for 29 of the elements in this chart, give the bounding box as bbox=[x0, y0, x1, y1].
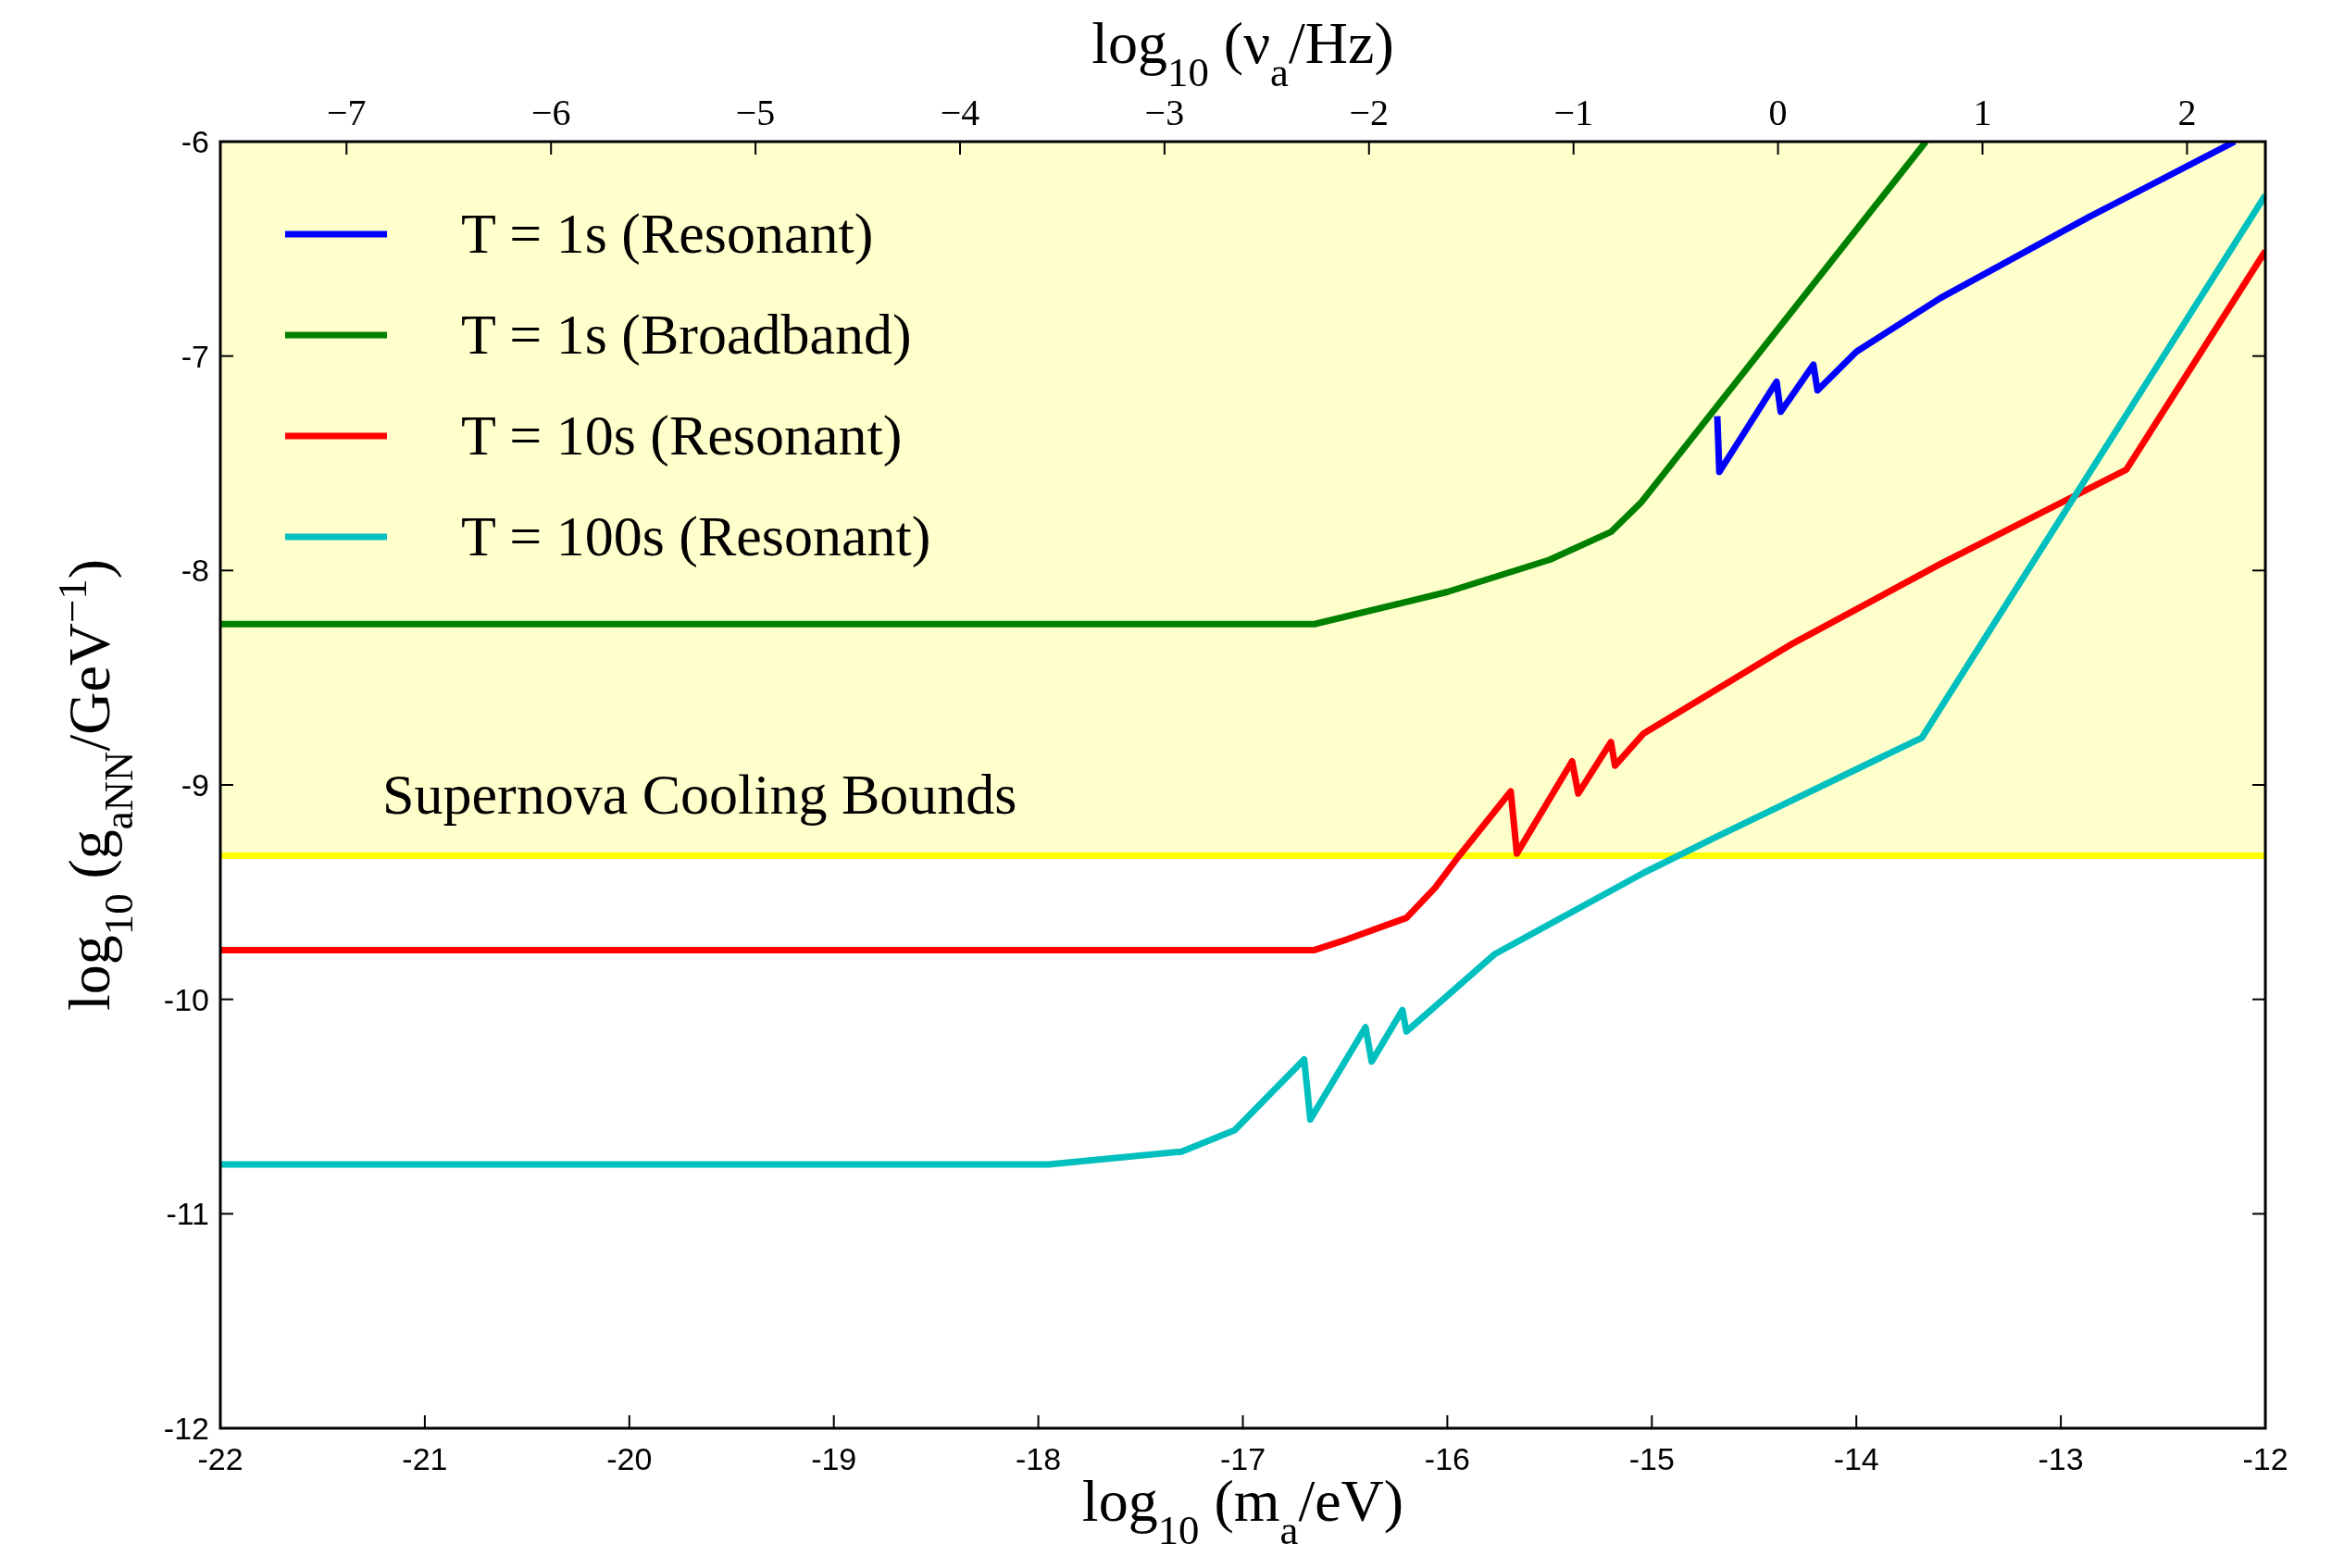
x2-tick-label: 0 bbox=[1768, 92, 1788, 133]
x2-tick-label: −1 bbox=[1553, 92, 1593, 133]
x-tick-label: -13 bbox=[2038, 1441, 2084, 1476]
x-tick-label: -14 bbox=[1833, 1441, 1879, 1476]
legend-label: T = 10s (Resonant) bbox=[461, 404, 903, 467]
y-tick-label: -10 bbox=[163, 981, 209, 1017]
x-tick-label: -21 bbox=[402, 1441, 448, 1476]
x-tick-label: -18 bbox=[1016, 1441, 1062, 1476]
legend-label: T = 100s (Resonant) bbox=[461, 504, 931, 568]
legend-label: T = 1s (Broadband) bbox=[461, 303, 912, 367]
x-tick-label: -12 bbox=[2242, 1441, 2288, 1476]
x2-tick-label: −7 bbox=[327, 92, 367, 133]
x2-tick-label: −4 bbox=[940, 92, 980, 133]
y-tick-label: -7 bbox=[181, 338, 209, 374]
x2-tick-label: −6 bbox=[530, 92, 571, 133]
band-label: Supernova Cooling Bounds bbox=[382, 763, 1017, 827]
y-tick-label: -9 bbox=[181, 767, 209, 803]
y-tick-label: -11 bbox=[166, 1196, 209, 1232]
x-tick-label: -15 bbox=[1628, 1441, 1675, 1476]
y-tick-label: -8 bbox=[181, 553, 209, 589]
legend-label: T = 1s (Resonant) bbox=[461, 202, 874, 266]
x-tick-label: -19 bbox=[811, 1441, 857, 1476]
x2-tick-label: 2 bbox=[2177, 92, 2197, 133]
x-tick-label: -16 bbox=[1424, 1441, 1470, 1476]
x2-tick-label: 1 bbox=[1973, 92, 1992, 133]
x2-tick-label: −5 bbox=[735, 92, 776, 133]
x-tick-label: -17 bbox=[1219, 1441, 1266, 1476]
x-tick-label: -20 bbox=[606, 1441, 653, 1476]
y-tick-label: -6 bbox=[181, 124, 209, 159]
